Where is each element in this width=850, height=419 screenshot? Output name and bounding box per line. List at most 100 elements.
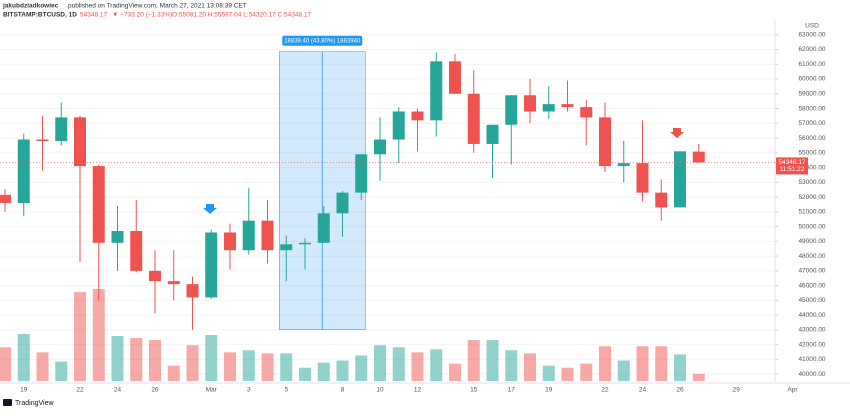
- x-tick-label: 26: [676, 387, 684, 394]
- y-tick-label: 46000.00: [798, 282, 825, 289]
- volume-bar: [186, 345, 199, 381]
- countdown: 11:51:22: [780, 166, 805, 173]
- y-tick-label: 49000.00: [798, 238, 825, 245]
- x-tick-label: 5: [284, 387, 288, 394]
- y-tick-label: 50000.00: [798, 223, 825, 230]
- volume-bar: [599, 346, 611, 381]
- symbol: BITSTAMP:BTCUSD, 1D: [3, 12, 77, 19]
- volume-bar: [17, 333, 30, 381]
- volume-bar: [542, 365, 555, 381]
- candle-body: [561, 104, 574, 108]
- candle-body: [242, 220, 255, 251]
- volume-bar: [149, 340, 161, 381]
- y-tick-label: 54000.00: [798, 164, 825, 171]
- y-tick-label: 44000.00: [798, 312, 825, 319]
- x-tick-label: 3: [247, 387, 251, 394]
- logo-icon: [3, 399, 12, 406]
- candle-body: [655, 192, 668, 208]
- volume-bar: [655, 346, 668, 381]
- candle-body: [167, 281, 180, 285]
- volume-bar: [261, 353, 274, 381]
- y-tick-label: 58000.00: [798, 105, 825, 112]
- candle-body: [261, 220, 274, 251]
- y-tick-label: 63000.00: [798, 31, 825, 38]
- volume-bar: [374, 345, 386, 381]
- x-tick-label: 15: [470, 387, 478, 394]
- volume-bar: [430, 349, 443, 381]
- volume-bar: [0, 347, 11, 381]
- x-tick-label: Mar: [206, 387, 218, 394]
- y-tick-label: 40000.00: [798, 371, 825, 378]
- y-tick-label: 43000.00: [798, 327, 825, 334]
- last-price: 54348.17: [80, 12, 107, 19]
- x-tick-label: 10: [376, 387, 384, 394]
- candle-body: [505, 95, 518, 125]
- candle-body: [205, 232, 218, 298]
- volume-bar: [411, 352, 424, 381]
- volume-bar: [692, 373, 705, 381]
- candle-body: [299, 242, 311, 245]
- volume-bar: [242, 350, 255, 381]
- logo-text: TradingView: [15, 400, 54, 407]
- candle-body: [524, 95, 536, 112]
- candle-body: [599, 117, 611, 167]
- y-tick-label: 51000.00: [798, 209, 825, 216]
- author: jakubdziadkowiec: [2, 3, 59, 10]
- buy-arrow: [203, 204, 217, 214]
- candle-body: [224, 232, 236, 251]
- candle-body: [355, 154, 368, 193]
- volume-bar: [674, 354, 686, 381]
- volume-bar: [580, 363, 593, 381]
- y-tick-label: 57000.00: [798, 120, 825, 127]
- y-tick-label: 60000.00: [798, 76, 825, 83]
- candle-body: [692, 151, 705, 163]
- currency: USD: [805, 23, 819, 30]
- candle-body: [674, 151, 686, 208]
- y-tick-label: 52000.00: [798, 194, 825, 201]
- y-tick-label: 48000.00: [798, 253, 825, 260]
- candle-body: [55, 117, 68, 141]
- volume-bar: [317, 362, 330, 381]
- candle-body: [486, 124, 499, 144]
- volume-bar: [486, 340, 499, 381]
- candle-body: [580, 107, 593, 118]
- volume-bar: [130, 338, 143, 381]
- volume-bar: [449, 363, 461, 381]
- x-tick-label: 29: [733, 387, 741, 394]
- volume-bar: [636, 346, 649, 381]
- y-tick-label: 47000.00: [798, 268, 825, 275]
- published: published on TradingView.com, March 27, …: [68, 3, 247, 10]
- tradingview-logo: TradingView: [3, 399, 54, 407]
- volume-bar: [524, 353, 536, 381]
- candle-body: [392, 111, 405, 140]
- y-tick-label: 56000.00: [798, 135, 825, 142]
- volume-bar: [36, 352, 49, 381]
- candle-body: [317, 213, 330, 243]
- x-tick-label: 12: [414, 387, 422, 394]
- last-price-badge: [776, 157, 808, 175]
- candle-body: [617, 163, 630, 167]
- ohlc: O:55081.20 H:55597.04 L:54320.17 C:54348…: [172, 12, 312, 19]
- candle-body: [149, 270, 161, 282]
- volume-bar: [392, 347, 405, 381]
- x-tick-label: 22: [76, 387, 84, 394]
- volume-bar: [467, 340, 480, 381]
- volume-bar: [167, 365, 180, 381]
- volume-bar: [92, 289, 105, 381]
- candle-body: [0, 194, 11, 203]
- x-tick-label: 24: [639, 387, 647, 394]
- x-tick-label: 8: [341, 387, 345, 394]
- y-tick-label: 45000.00: [798, 297, 825, 304]
- y-tick-label: 59000.00: [798, 90, 825, 97]
- x-tick-label: 26: [151, 387, 159, 394]
- candle-body: [130, 231, 143, 271]
- candle-body: [92, 166, 105, 243]
- x-tick-label: 19: [545, 387, 553, 394]
- candle-body: [280, 244, 293, 251]
- x-tick-label: 22: [601, 387, 609, 394]
- volume-bar: [205, 335, 218, 381]
- candle-body: [186, 284, 199, 298]
- candle-body: [336, 192, 349, 214]
- x-tick-label: 19: [20, 387, 28, 394]
